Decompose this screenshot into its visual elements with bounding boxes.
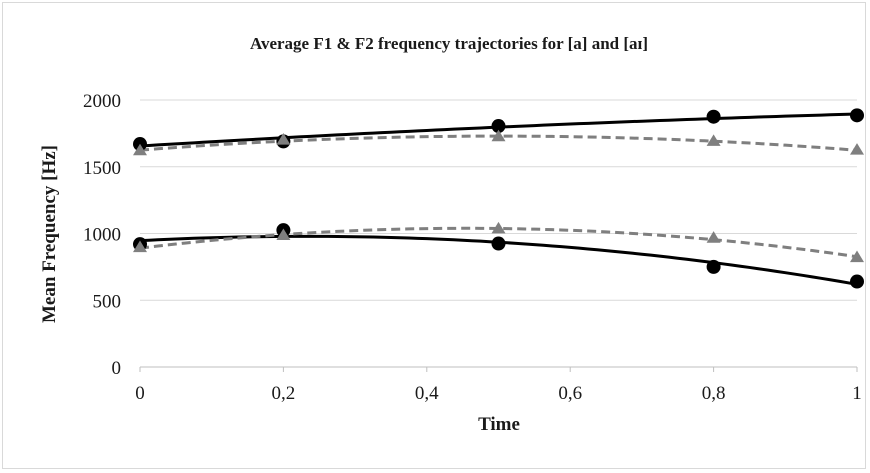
y-tick-label: 0 bbox=[112, 358, 122, 379]
series-3-point bbox=[706, 259, 721, 274]
series-1-point bbox=[491, 119, 506, 134]
chart-title: Average F1 & F2 frequency trajectories f… bbox=[250, 34, 648, 53]
x-tick-label: 0,2 bbox=[272, 383, 296, 404]
series-1-point bbox=[706, 109, 721, 124]
x-axis-label: Time bbox=[478, 414, 520, 435]
y-axis-label: Mean Frequency [Hz] bbox=[39, 145, 60, 323]
marker-layer bbox=[133, 108, 864, 289]
x-tick-label: 0,6 bbox=[558, 383, 582, 404]
y-tick-label: 500 bbox=[93, 291, 122, 312]
x-tick-label: 0 bbox=[135, 383, 145, 404]
series-4-point bbox=[491, 221, 506, 234]
y-tick-label: 1500 bbox=[83, 158, 121, 179]
series-2-point bbox=[850, 143, 864, 155]
series-3-point bbox=[491, 236, 506, 251]
axes: 0 500 1000 1500 2000 0 0,2 0,4 0,6 0,8 1 bbox=[83, 91, 862, 404]
series-4-point bbox=[850, 250, 864, 263]
series-2-point bbox=[706, 134, 721, 146]
x-tick-label: 0,8 bbox=[702, 383, 726, 404]
y-tick-label: 1000 bbox=[83, 225, 121, 246]
series-1-point bbox=[850, 108, 864, 123]
series-4-point bbox=[133, 240, 147, 253]
series-2-point bbox=[276, 133, 291, 145]
x-tick-label: 1 bbox=[852, 383, 862, 404]
x-tick-label: 0,4 bbox=[415, 383, 439, 404]
gridlines bbox=[140, 99, 857, 301]
series-2-point bbox=[491, 129, 506, 142]
chart-svg: Average F1 & F2 frequency trajectories f… bbox=[39, 34, 864, 435]
y-tick-label: 2000 bbox=[83, 91, 121, 112]
series-4-point bbox=[276, 228, 291, 241]
series-2-point bbox=[133, 143, 147, 156]
series-4-trendline bbox=[139, 226, 858, 259]
series-3-point bbox=[850, 274, 864, 289]
series-4-point bbox=[706, 231, 721, 243]
